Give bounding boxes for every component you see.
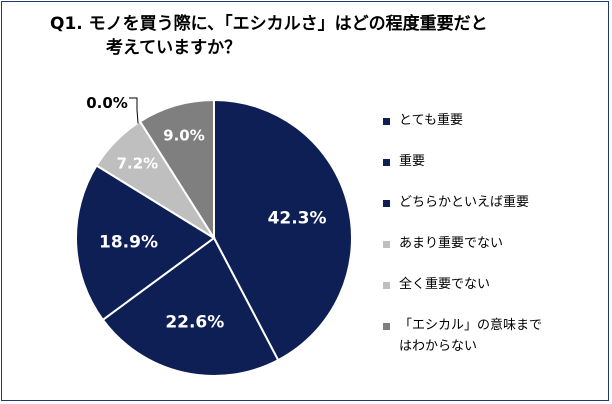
legend-label-line2: はわからない	[399, 339, 478, 354]
pie-slice-2	[75, 164, 216, 322]
chart-title-line1: Q1. モノを買う際に、「エシカルさ」はどの程度重要だと	[50, 14, 488, 34]
data-label-5: 9.0%	[163, 127, 205, 145]
legend-label: あまり重要でない	[399, 236, 504, 251]
pie-slice-5	[138, 98, 215, 242]
pie-slice-0	[213, 98, 353, 362]
legend-label: 「エシカル」の意味まで	[399, 318, 543, 333]
data-label-4: 0.0%	[86, 94, 128, 112]
legend-label: とても重要	[399, 113, 463, 128]
pie-slice-1	[101, 236, 280, 377]
legend-swatch	[383, 282, 390, 289]
legend-swatch	[383, 200, 390, 207]
chart-title: Q1. モノを買う際に、「エシカルさ」はどの程度重要だと 考えていますか？	[50, 12, 590, 60]
legend-swatch	[383, 159, 390, 166]
legend-swatch	[383, 118, 390, 125]
legend-label: 重要	[399, 154, 426, 169]
legend-label: 全く重要でない	[399, 277, 491, 292]
data-label-2: 18.9%	[99, 232, 158, 252]
legend-label: どちらかといえば重要	[399, 195, 530, 210]
data-label-1: 22.6%	[165, 312, 224, 332]
leader-line-4	[129, 97, 139, 124]
legend-swatch	[383, 241, 390, 248]
data-label-3: 7.2%	[117, 154, 159, 172]
data-label-0: 42.3%	[268, 209, 327, 229]
legend-swatch	[383, 323, 390, 330]
chart-title-line2: 考えていますか？	[106, 38, 242, 58]
